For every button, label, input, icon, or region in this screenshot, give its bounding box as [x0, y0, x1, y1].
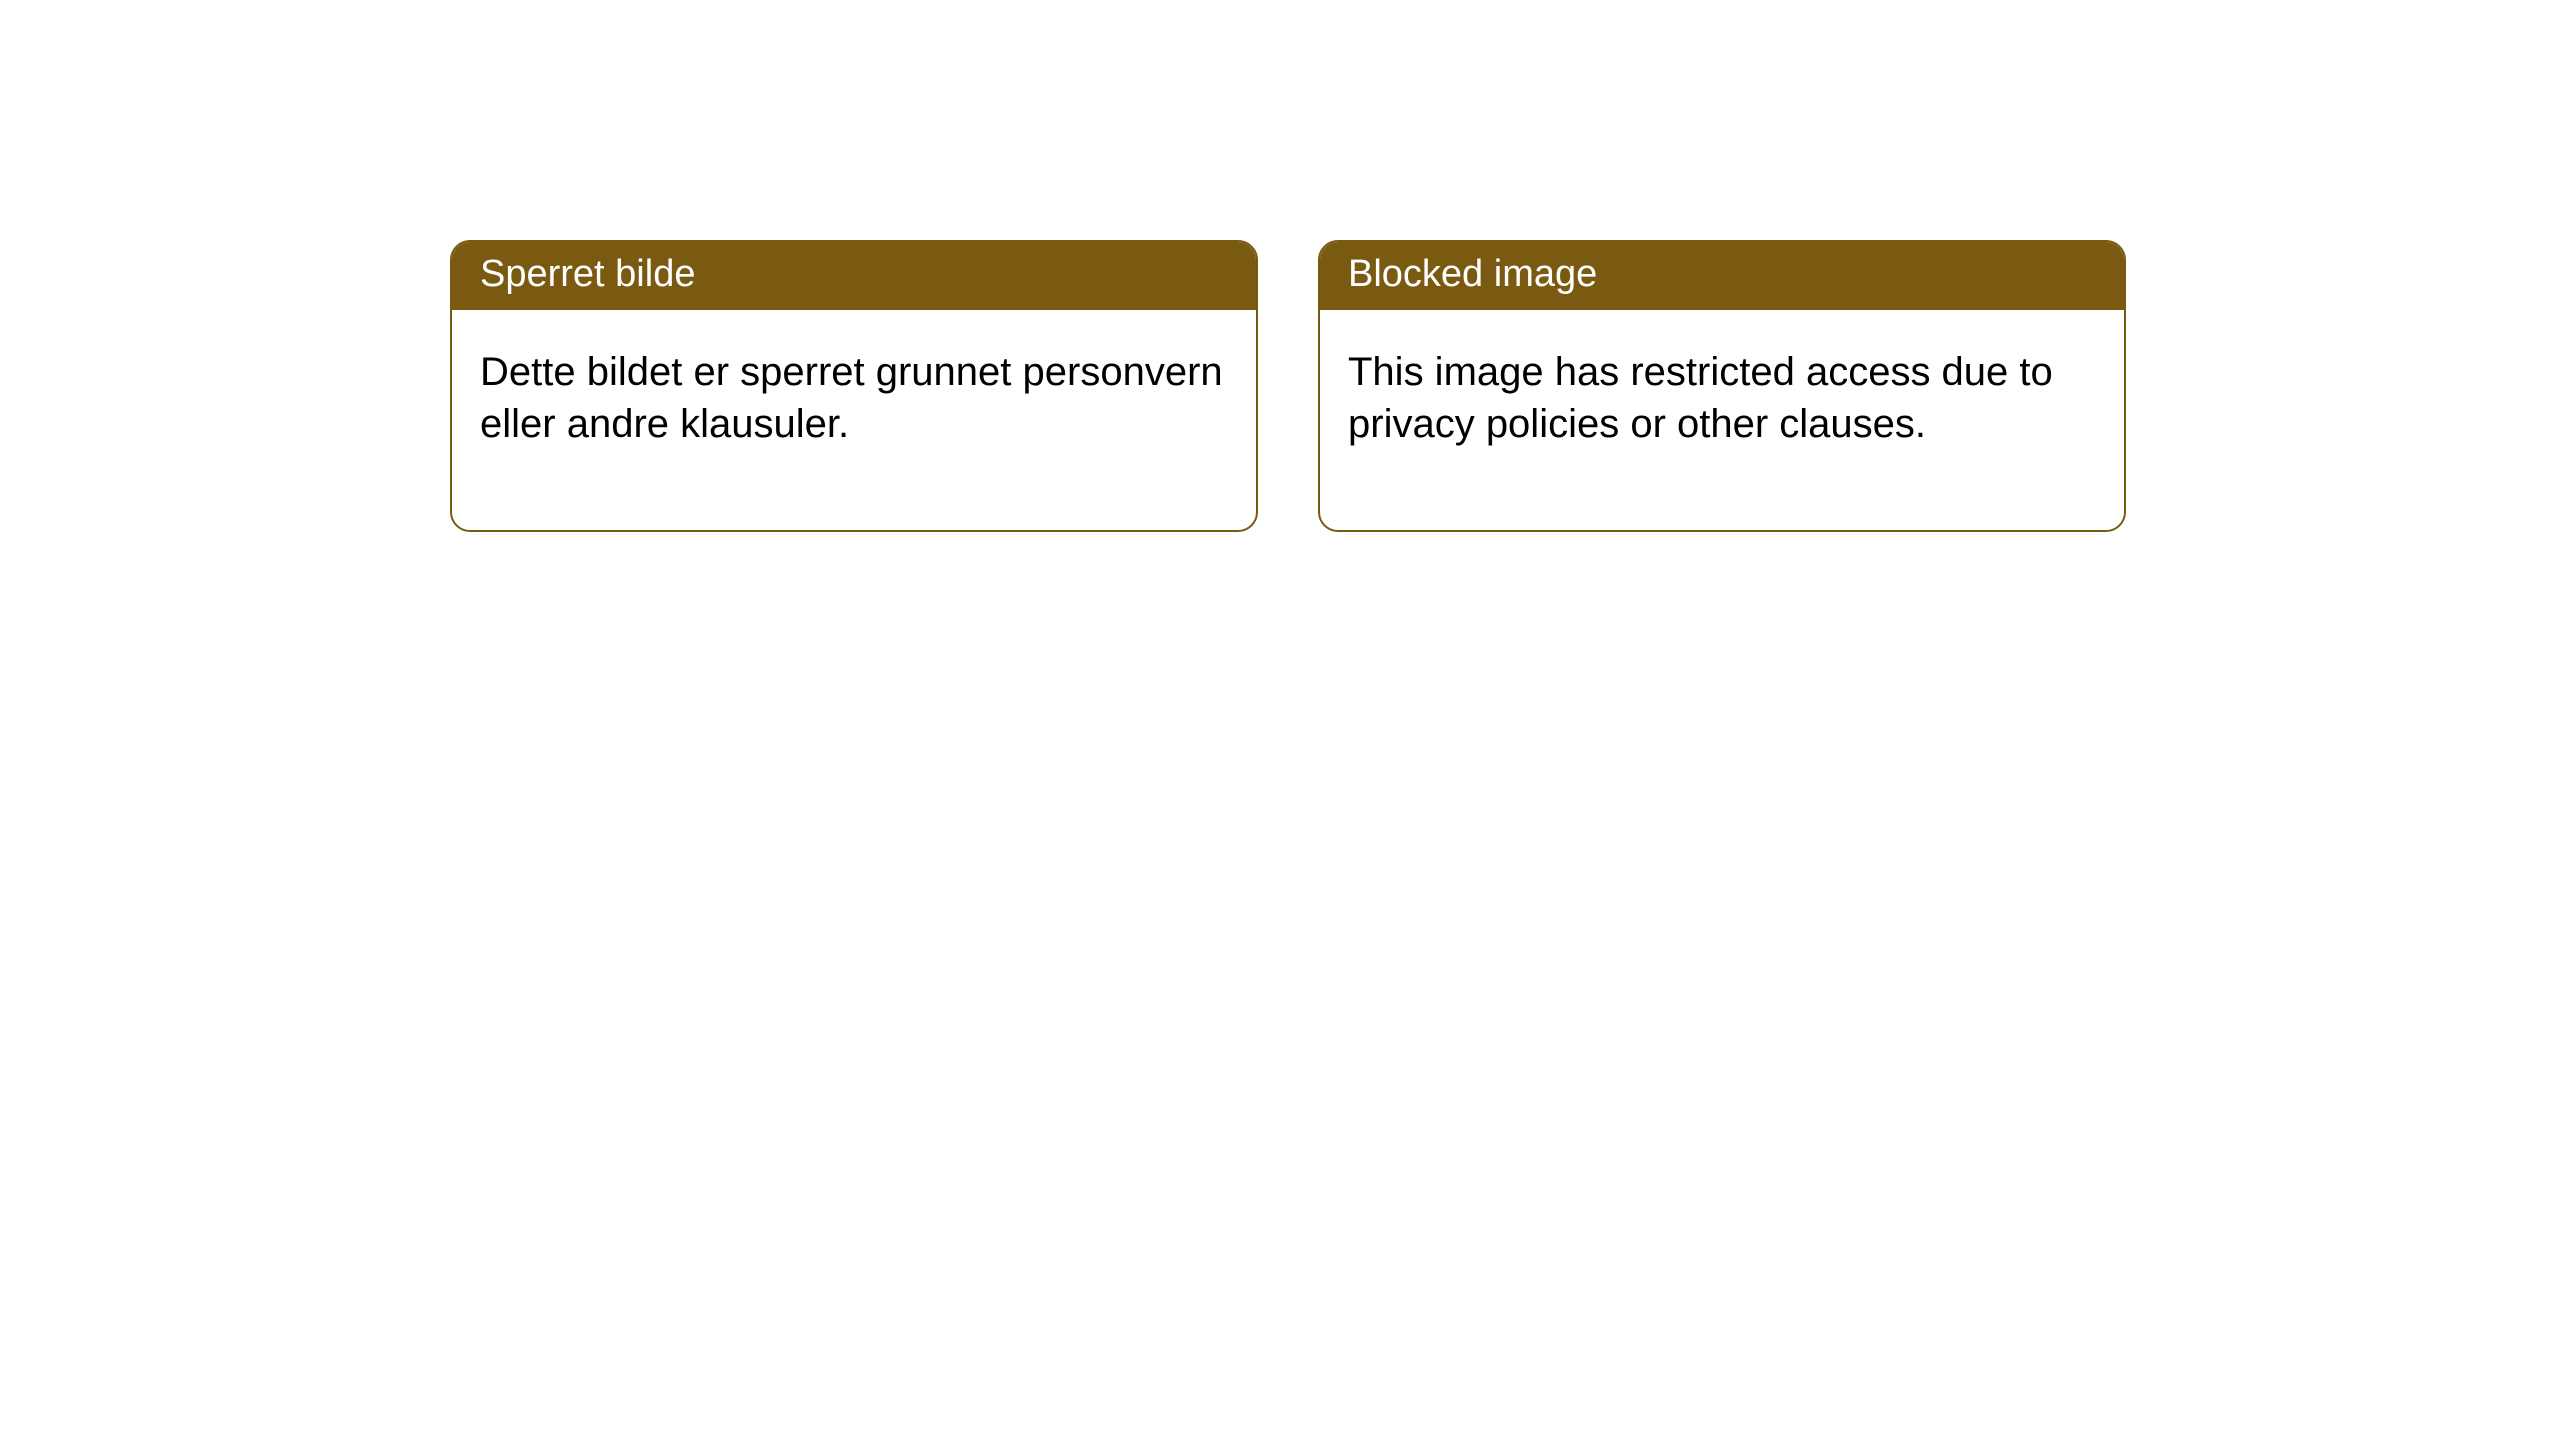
- notice-header-english: Blocked image: [1320, 242, 2124, 310]
- notice-card-norwegian: Sperret bilde Dette bildet er sperret gr…: [450, 240, 1258, 532]
- notice-header-norwegian: Sperret bilde: [452, 242, 1256, 310]
- notice-card-english: Blocked image This image has restricted …: [1318, 240, 2126, 532]
- notice-body-english: This image has restricted access due to …: [1320, 310, 2124, 530]
- notice-body-norwegian: Dette bildet er sperret grunnet personve…: [452, 310, 1256, 530]
- notice-container: Sperret bilde Dette bildet er sperret gr…: [0, 0, 2560, 532]
